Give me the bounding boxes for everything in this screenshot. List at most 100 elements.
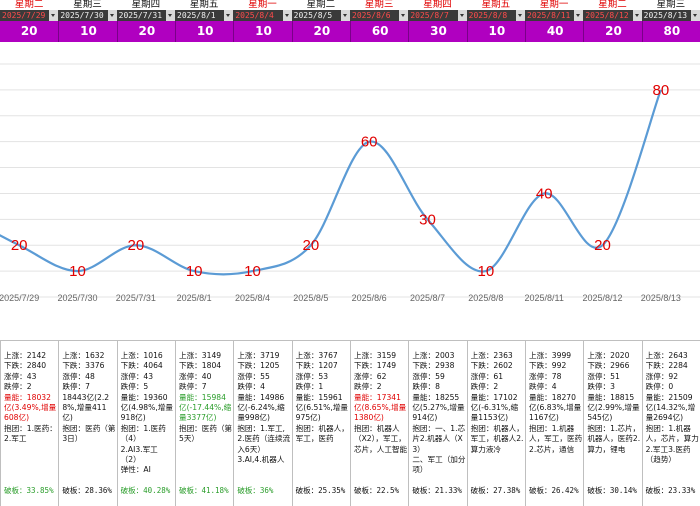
date-filter[interactable]: 2025/8/12 xyxy=(583,10,642,21)
volume-text: 量能：18032亿(3.49%,增量608亿) xyxy=(4,392,57,423)
date-filter[interactable]: 2025/7/29 xyxy=(0,10,59,21)
market-stats: 上涨：3767 下跌：1207 涨停：53 跌停：1 量能：15961亿(6.5… xyxy=(296,351,350,445)
header-column: 星期四 2025/7/31 20 xyxy=(116,0,176,42)
data-label: 30 xyxy=(419,211,436,228)
theme-text: 抱团：机器人，军工，医药 xyxy=(295,423,349,444)
header-column: 星期五 2025/8/1 10 xyxy=(175,0,235,42)
market-stats: 上涨：3999 下跌：992 涨停：78 跌停：4 量能：18270亿(6.83… xyxy=(529,351,583,455)
weekday-label: 星期五 xyxy=(481,0,511,10)
header-column: 星期二 2025/8/5 20 xyxy=(291,0,351,42)
count-cell: 20 xyxy=(583,21,643,42)
series-line xyxy=(0,89,662,276)
date-label: 2025/8/8 xyxy=(468,11,508,20)
count-cell: 60 xyxy=(350,21,410,42)
dropdown-arrow-icon[interactable] xyxy=(690,10,700,21)
advance-decline-text: 上涨：1016 下跌：4064 涨停：43 跌停：5 量能：19360亿(4.9… xyxy=(120,351,173,423)
weekday-label: 星期四 xyxy=(423,0,452,10)
x-tick-label: 2025/7/29 xyxy=(0,293,39,303)
break-rate: 破板：25.35% xyxy=(295,486,346,495)
date-filter[interactable]: 2025/8/13 xyxy=(641,10,700,21)
data-label: 10 xyxy=(244,263,261,280)
market-stats: 上涨：3719 下跌：1205 涨停：55 跌停：4 量能：14986亿(-6.… xyxy=(237,351,291,465)
date-filter[interactable]: 2025/8/4 xyxy=(233,10,292,21)
stats-cell: 上涨：3999 下跌：992 涨停：78 跌停：4 量能：18270亿(6.83… xyxy=(525,340,584,506)
stats-cell: 上涨：3719 下跌：1205 涨停：55 跌停：4 量能：14986亿(-6.… xyxy=(233,340,292,506)
date-label: 2025/8/5 xyxy=(293,11,333,20)
volume-text: 量能：17341亿(8.65%,增量1380亿) xyxy=(354,392,407,423)
x-tick-label: 2025/8/5 xyxy=(293,293,328,303)
header-column: 星期四 2025/8/7 30 xyxy=(408,0,468,42)
date-label: 2025/7/29 xyxy=(2,11,46,20)
dropdown-arrow-icon[interactable] xyxy=(515,10,525,21)
break-rate: 破板：23.33% xyxy=(645,486,696,495)
market-stats: 上涨：2643 下跌：2284 涨停：92 跌停：0 量能：21509亿(14.… xyxy=(646,351,700,465)
date-filter[interactable]: 2025/8/11 xyxy=(525,10,584,21)
x-tick-label: 2025/8/13 xyxy=(641,293,681,303)
dropdown-arrow-icon[interactable] xyxy=(107,10,117,21)
header-column: 星期五 2025/8/8 10 xyxy=(466,0,526,42)
theme-text: 抱团：1.机器人，芯片，算力2.军工3.医药（趋势） xyxy=(645,423,699,465)
break-rate: 破板：41.18% xyxy=(179,486,229,495)
theme-text: 抱团：医药（第5天） xyxy=(179,423,233,444)
x-tick-label: 2025/8/6 xyxy=(352,293,387,303)
date-filter[interactable]: 2025/7/30 xyxy=(58,10,117,21)
dropdown-arrow-icon[interactable] xyxy=(632,10,642,21)
dropdown-arrow-icon[interactable] xyxy=(399,10,409,21)
weekday-label: 星期三 xyxy=(656,0,686,10)
advance-decline-text: 上涨：2003 下跌：2938 涨停：59 跌停：8 量能：18255亿(5.2… xyxy=(412,351,465,423)
count-cell: 30 xyxy=(408,21,468,42)
data-label: 10 xyxy=(69,263,86,280)
break-rate: 破板：36% xyxy=(237,486,274,495)
date-label: 2025/7/30 xyxy=(60,11,104,20)
header-column: 星期二 2025/7/29 20 xyxy=(0,0,59,42)
advance-decline-text: 上涨：2142 下跌：2840 涨停：43 跌停：2 xyxy=(4,351,47,392)
advance-decline-text: 上涨：2643 下跌：2284 涨停：92 跌停：0 量能：21509亿(14.… xyxy=(645,351,696,423)
date-filter[interactable]: 2025/7/31 xyxy=(116,10,175,21)
theme-text: 抱团：一、1.芯片2.机器人（X3） 二、军工（加分项） xyxy=(412,423,466,475)
date-filter[interactable]: 2025/8/5 xyxy=(291,10,350,21)
dropdown-arrow-icon[interactable] xyxy=(282,10,292,21)
market-stats: 上涨：2142 下跌：2840 涨停：43 跌停：2 量能：18032亿(3.4… xyxy=(4,351,58,445)
volume-text: 18443亿(2.28%,增量411亿) xyxy=(62,392,110,423)
dropdown-arrow-icon[interactable] xyxy=(457,10,467,21)
data-label: 10 xyxy=(477,263,494,280)
theme-text: 抱团：医药（第3日） xyxy=(62,423,116,444)
break-rate: 破板：33.85% xyxy=(4,486,54,495)
header-column: 星期三 2025/8/13 80 xyxy=(641,0,700,42)
weekday-label: 星期四 xyxy=(131,0,161,10)
date-label: 2025/8/1 xyxy=(177,11,216,20)
header-strip: 星期二 2025/7/29 20 星期三 2025/7/30 10 星期四 2025/7/31… xyxy=(0,0,700,42)
dropdown-arrow-icon[interactable] xyxy=(49,10,59,21)
stats-cell: 上涨：2363 下跌：2602 涨停：61 跌停：2 量能：17102亿(-6.… xyxy=(466,340,525,506)
count-cell: 10 xyxy=(175,21,235,42)
advance-decline-text: 上涨：3767 下跌：1207 涨停：53 跌停：1 量能：15961亿(6.5… xyxy=(295,351,348,423)
date-filter[interactable]: 2025/8/7 xyxy=(408,10,467,21)
weekday-label: 星期三 xyxy=(73,0,102,10)
theme-text: 抱团：1.医药：2.军工 xyxy=(4,423,57,444)
dropdown-arrow-icon[interactable] xyxy=(574,10,584,21)
market-stats: 上涨：3149 下跌：1804 涨停：40 跌停：7 量能：15984亿(-17… xyxy=(179,351,233,445)
count-cell: 10 xyxy=(58,21,118,42)
weekday-label: 星期三 xyxy=(364,0,394,10)
weekday-label: 星期一 xyxy=(248,0,277,10)
weekday-label: 星期五 xyxy=(189,0,219,10)
x-tick-label: 2025/8/8 xyxy=(468,293,503,303)
data-label: 60 xyxy=(361,134,378,151)
count-cell: 20 xyxy=(291,21,351,42)
stats-cell: 上涨：3767 下跌：1207 涨停：53 跌停：1 量能：15961亿(6.5… xyxy=(291,340,350,506)
x-tick-label: 2025/8/4 xyxy=(235,293,270,303)
dropdown-arrow-icon[interactable] xyxy=(165,10,175,21)
break-rate: 破板：26.42% xyxy=(529,486,579,495)
chart-grid xyxy=(0,63,700,298)
dropdown-arrow-icon[interactable] xyxy=(224,10,234,21)
date-filter[interactable]: 2025/8/8 xyxy=(466,10,525,21)
date-label: 2025/8/12 xyxy=(585,11,629,20)
break-rate: 破板：30.14% xyxy=(587,486,637,495)
data-label: 20 xyxy=(127,237,144,254)
date-label: 2025/8/4 xyxy=(235,11,274,20)
dropdown-arrow-icon[interactable] xyxy=(340,10,350,21)
header-column: 星期一 2025/8/4 10 xyxy=(233,0,293,42)
date-filter[interactable]: 2025/8/6 xyxy=(350,10,409,21)
date-filter[interactable]: 2025/8/1 xyxy=(175,10,234,21)
stats-table: 上涨：2142 下跌：2840 涨停：43 跌停：2 量能：18032亿(3.4… xyxy=(0,340,700,506)
